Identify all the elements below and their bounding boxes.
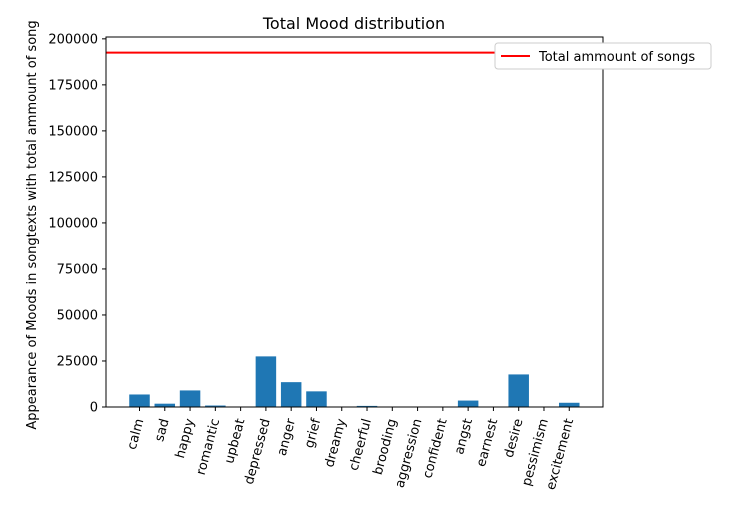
y-tick-label: 200000 bbox=[48, 32, 98, 47]
x-tick-label-cheerful: cheerful bbox=[347, 417, 375, 472]
bar-anger bbox=[280, 382, 302, 407]
bar-grief bbox=[306, 391, 327, 407]
y-axis-ticks: 0 25000 50000 75000 100000 125000 150000 175000… bbox=[48, 32, 106, 416]
bar-depressed bbox=[255, 356, 277, 407]
x-tick-label-happy: happy bbox=[173, 417, 198, 460]
x-tick-label-confident: confident bbox=[420, 417, 450, 480]
y-tick-label: 50000 bbox=[57, 308, 98, 323]
legend-box bbox=[494, 42, 712, 70]
x-tick-label-anger: anger bbox=[275, 417, 299, 458]
x-tick-label-sad: sad bbox=[152, 417, 172, 443]
bar-calm bbox=[129, 394, 150, 407]
bar-excitement bbox=[559, 402, 580, 407]
x-tick-label-desire: desire bbox=[502, 417, 527, 459]
bar-happy bbox=[179, 390, 201, 407]
y-tick-label: 100000 bbox=[48, 216, 98, 231]
x-tick-label-angst: angst bbox=[452, 417, 476, 456]
x-tick-label-upbeat: upbeat bbox=[222, 417, 248, 465]
bar-sad bbox=[154, 403, 176, 407]
x-tick-label-dreamy: dreamy bbox=[322, 417, 349, 469]
y-tick-label: 75000 bbox=[57, 262, 98, 277]
chart-title: Total Mood distribution bbox=[262, 14, 445, 33]
y-axis-label: Appearance of Moods in songtexts with to… bbox=[25, 20, 40, 429]
y-tick-label: 25000 bbox=[57, 354, 98, 369]
plot-frame bbox=[105, 36, 604, 408]
bar-angst bbox=[457, 400, 479, 407]
x-tick-label-earnest: earnest bbox=[474, 417, 501, 468]
bar-desire bbox=[508, 374, 529, 407]
bar-romantic bbox=[205, 405, 226, 407]
x-tick-label-grief: grief bbox=[302, 417, 324, 450]
bars-group bbox=[129, 356, 580, 407]
y-tick-label: 125000 bbox=[48, 170, 98, 185]
x-tick-label-calm: calm bbox=[125, 417, 148, 451]
bar-cheerful bbox=[356, 405, 378, 407]
y-tick-label: 175000 bbox=[48, 78, 98, 93]
legend: Total ammount of songs bbox=[494, 42, 712, 70]
legend-label: Total ammount of songs bbox=[538, 50, 695, 65]
y-tick-label: 0 bbox=[90, 401, 98, 416]
y-tick-label: 150000 bbox=[48, 124, 98, 139]
x-tick-label-romantic: romantic bbox=[194, 417, 223, 477]
x-tick-label-brooding: brooding bbox=[371, 417, 400, 476]
